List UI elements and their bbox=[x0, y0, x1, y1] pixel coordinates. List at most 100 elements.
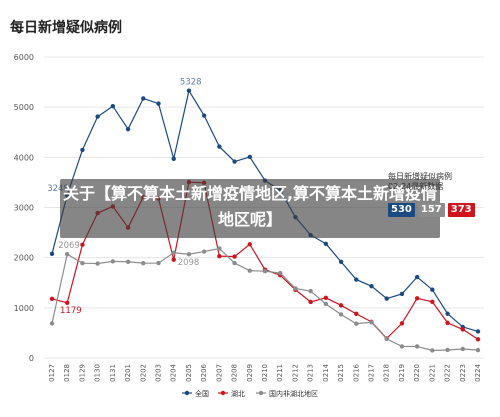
data-point bbox=[171, 257, 176, 262]
data-point bbox=[278, 270, 283, 276]
x-tick-label: 0222 bbox=[444, 364, 452, 382]
data-point bbox=[338, 312, 344, 317]
x-tick-label: 0128 bbox=[63, 364, 71, 382]
data-point bbox=[460, 327, 465, 332]
data-point bbox=[95, 114, 100, 119]
data-point bbox=[399, 291, 405, 297]
data-point bbox=[80, 260, 85, 266]
data-point bbox=[49, 296, 55, 302]
data-point bbox=[65, 252, 70, 257]
data-point bbox=[262, 269, 268, 274]
x-tick-label: 0210 bbox=[261, 364, 269, 382]
data-point bbox=[171, 250, 176, 255]
x-tick-label: 0129 bbox=[78, 364, 86, 382]
data-point bbox=[430, 348, 435, 353]
x-tick-label: 0224 bbox=[474, 363, 482, 381]
data-point bbox=[354, 277, 359, 282]
data-point bbox=[445, 311, 450, 316]
data-point bbox=[384, 336, 389, 342]
data-point bbox=[247, 268, 252, 273]
info-subtitle: 02-24最新数据 bbox=[388, 182, 444, 191]
x-tick-label: 0127 bbox=[48, 364, 56, 382]
x-tick-label: 0217 bbox=[368, 364, 376, 382]
data-point bbox=[232, 159, 237, 164]
data-point bbox=[445, 320, 450, 326]
data-label: 3248 bbox=[47, 184, 69, 194]
x-tick-label: 0203 bbox=[155, 364, 163, 382]
legend-label: 湖北 bbox=[231, 389, 245, 398]
series-line bbox=[51, 247, 479, 352]
data-point bbox=[49, 321, 55, 326]
data-point bbox=[354, 311, 359, 317]
data-label: 1179 bbox=[60, 306, 82, 316]
data-point bbox=[186, 252, 192, 257]
data-point bbox=[217, 253, 222, 259]
y-tick-label: 5000 bbox=[14, 103, 34, 112]
x-tick-label: 0201 bbox=[124, 364, 132, 382]
data-point bbox=[201, 113, 207, 118]
data-point bbox=[338, 259, 344, 264]
data-point bbox=[65, 300, 70, 306]
data-point bbox=[110, 259, 116, 264]
data-point bbox=[247, 154, 252, 160]
data-point bbox=[338, 303, 344, 308]
data-point bbox=[384, 296, 389, 301]
data-point bbox=[95, 261, 100, 266]
data-point bbox=[430, 299, 435, 305]
x-tick-label: 0213 bbox=[307, 364, 315, 382]
info-panel: 每日新增疑似病例 02-24最新数据 bbox=[388, 172, 498, 192]
data-point bbox=[201, 249, 207, 254]
data-point bbox=[171, 156, 176, 161]
data-point bbox=[414, 344, 420, 349]
x-tick-label: 0216 bbox=[352, 363, 360, 381]
data-point bbox=[354, 321, 359, 326]
badge-non-hubei: 157 bbox=[417, 203, 445, 217]
x-tick-label: 0212 bbox=[291, 364, 299, 382]
x-tick-label: 0221 bbox=[428, 364, 436, 382]
legend-label: 国内非湖北地区 bbox=[269, 389, 318, 398]
data-point bbox=[323, 295, 329, 300]
legend-marker bbox=[184, 390, 190, 396]
data-point bbox=[247, 242, 252, 247]
x-tick-label: 0211 bbox=[276, 364, 284, 382]
data-point bbox=[293, 286, 298, 291]
data-point bbox=[308, 288, 313, 294]
data-point bbox=[110, 104, 116, 109]
data-point bbox=[232, 260, 237, 266]
data-point bbox=[414, 274, 420, 280]
data-point bbox=[186, 88, 192, 93]
data-label: 2098 bbox=[178, 258, 200, 268]
data-point bbox=[217, 144, 222, 149]
data-point bbox=[217, 246, 222, 251]
data-point bbox=[156, 260, 161, 266]
data-point bbox=[323, 241, 329, 246]
y-tick-label: 1000 bbox=[14, 304, 34, 313]
y-tick-label: 0 bbox=[29, 354, 34, 363]
data-point bbox=[369, 283, 374, 289]
data-label: 5328 bbox=[180, 78, 202, 88]
info-title: 每日新增疑似病例 bbox=[388, 172, 452, 181]
legend-marker bbox=[258, 390, 264, 396]
badge-national: 530 bbox=[388, 203, 415, 217]
data-point bbox=[80, 147, 85, 153]
x-tick-label: 0214 bbox=[322, 363, 330, 381]
data-point bbox=[369, 320, 374, 325]
data-point bbox=[475, 329, 481, 334]
x-tick-label: 0219 bbox=[398, 364, 406, 382]
data-point bbox=[445, 347, 450, 353]
y-tick-label: 2000 bbox=[14, 254, 34, 263]
x-tick-label: 0208 bbox=[231, 364, 239, 382]
data-point bbox=[308, 299, 313, 305]
y-tick-label: 3000 bbox=[14, 204, 34, 213]
data-point bbox=[323, 301, 329, 307]
data-point bbox=[141, 96, 146, 101]
data-point bbox=[80, 242, 85, 247]
x-tick-label: 0204 bbox=[170, 363, 178, 381]
data-point bbox=[460, 346, 465, 352]
data-point bbox=[232, 254, 237, 259]
data-point bbox=[49, 251, 55, 257]
data-point bbox=[399, 321, 405, 326]
chart-title: 每日新增疑似病例 bbox=[10, 19, 122, 36]
data-point bbox=[156, 101, 161, 106]
data-label: 2069 bbox=[58, 241, 80, 251]
